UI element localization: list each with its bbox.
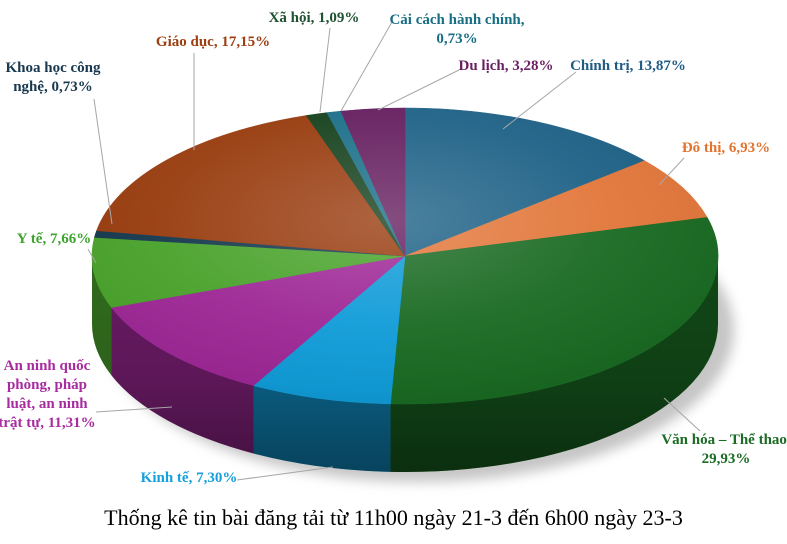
leader-line-8 [319,27,331,113]
slice-label-line: Kinh tế, 7,30% [140,470,238,486]
slice-label-0: Chính trị, 13,87% [570,57,686,76]
leader-line-1 [658,157,685,186]
chart-title: Thống kê tin bài đăng tải từ 11h00 ngày … [104,505,683,530]
leader-line-2 [663,397,701,432]
slice-label-4: An ninh quốc phòng, pháp luật, an ninh trật… [0,357,96,433]
slice-label-line: Đô thị, 6,93% [681,140,771,156]
slice-label-2: Văn hóa – Thể thao, 29,93% [661,431,787,469]
slice-label-line: Cải cách hành chính, [389,12,525,28]
leader-line-4 [95,406,173,413]
leader-line-6 [93,98,113,225]
slice-label-line: Chính trị, 13,87% [570,58,686,74]
slice-label-line: Xã hội, 1,09% [268,10,360,26]
slice-label-line: 29,93% [701,451,751,467]
slice-label-line: phòng, pháp [6,377,88,393]
slice-label-line: nghệ, 0,73% [13,79,93,95]
slice-label-9: Cải cách hành chính, 0,73% [389,11,524,49]
slice-label-line: Văn hóa – Thể thao, [661,432,787,448]
leader-line-10 [377,69,460,111]
slice-label-8: Xã hội, 1,09% [269,9,360,28]
slice-label-3: Kinh tế, 7,30% [141,469,238,488]
slice-label-1: Đô thị, 6,93% [682,139,770,158]
leader-line-5 [87,248,97,264]
slice-label-6: Khoa học công nghệ, 0,73% [5,59,100,97]
slice-label-5: Y tế, 7,66% [17,230,91,249]
slice-label-line: luật, an ninh [6,396,88,412]
slice-label-line: Y tế, 7,66% [16,231,92,247]
slice-label-line: An ninh quốc [3,358,91,374]
leader-line-3 [236,466,334,481]
pie-wall-shading [92,256,718,472]
slice-label-7: Giáo dục, 17,15% [156,33,270,52]
leader-line-0 [502,71,577,130]
slice-label-line: Giáo dục, 17,15% [155,34,271,50]
slice-label-line: trật tự, 11,31% [0,415,96,431]
slice-label-10: Du lịch, 3,28% [458,57,553,76]
slice-label-line: Khoa học công [5,60,101,76]
slice-label-line: Du lịch, 3,28% [458,58,554,74]
leader-line-9 [340,21,393,112]
slice-label-line: 0,73% [436,31,478,47]
